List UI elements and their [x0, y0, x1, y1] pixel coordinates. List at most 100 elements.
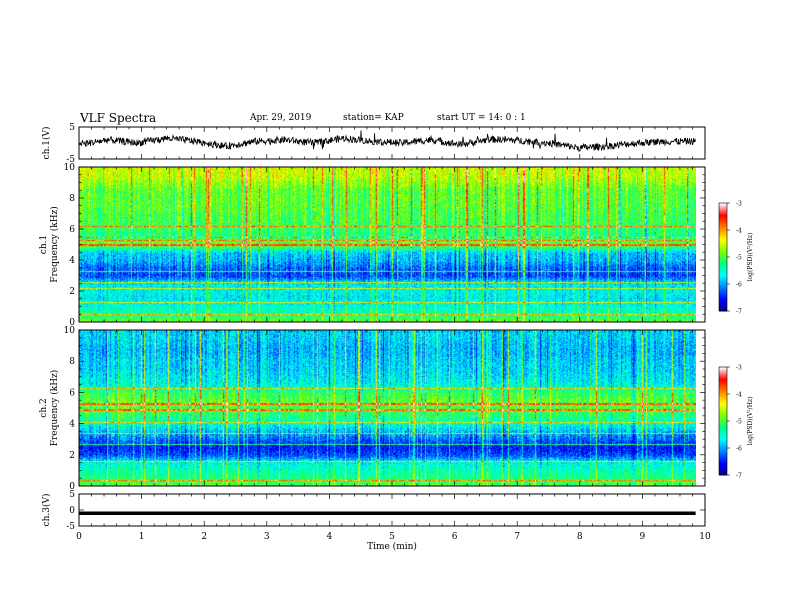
ch1-spec-tick-label: 4 [69, 256, 75, 266]
colorbar-segment [719, 300, 727, 303]
ch1-spec-freq-label: Frequency (kHz) [49, 206, 60, 283]
colorbar-segment [719, 284, 727, 287]
colorbar-segment [719, 278, 727, 281]
colorbar-segment [719, 449, 727, 453]
colorbar-tick-label: -5 [736, 255, 742, 262]
x-tick-label: 0 [76, 532, 82, 542]
colorbar-segment [719, 294, 727, 298]
colorbar-segment [719, 296, 727, 299]
colorbar-segment [719, 404, 727, 408]
colorbar-segment [719, 395, 727, 399]
colorbar-segment [719, 217, 727, 220]
x-tick-label: 5 [389, 532, 395, 542]
colorbar-segment [719, 248, 727, 251]
colorbar-segment [719, 291, 727, 294]
colorbar-segment [719, 377, 727, 381]
colorbar-segment [719, 399, 727, 402]
colorbar-segment [719, 374, 727, 377]
ch2-spec-ylabel: ch.2 [39, 398, 49, 417]
colorbar-segment [719, 251, 727, 254]
colorbar-segment [719, 383, 727, 386]
ch1-spec-tick-label: 2 [69, 287, 75, 297]
ch2-spec-tick-label: 2 [69, 451, 75, 461]
x-tick-label: 7 [514, 532, 520, 542]
colorbar-tick-label: -3 [736, 365, 742, 372]
spectrogram-ch1 [79, 167, 696, 322]
colorbar-segment [719, 212, 727, 215]
colorbar-segment [719, 275, 727, 278]
colorbar-segment [719, 221, 727, 224]
x-tick-label: 9 [640, 532, 646, 542]
colorbar-segment [719, 464, 727, 467]
colorbar-segment [719, 231, 727, 235]
ch1-spec-ylabel: ch.1 [39, 235, 49, 254]
colorbar-segment [719, 367, 727, 370]
ch3-tick-label: -5 [66, 522, 75, 532]
x-tick-label: 1 [139, 532, 145, 542]
ch3-ylabel: ch.3(V) [41, 494, 52, 527]
ch3-tick-label: 5 [69, 490, 75, 500]
colorbar-segment [719, 242, 727, 245]
colorbar-segment [719, 415, 727, 418]
colorbar-segment [719, 255, 727, 258]
colorbar-segment [719, 428, 727, 431]
colorbar-segment [719, 381, 727, 384]
colorbar-segment [719, 466, 727, 469]
station-label: station= KAP [343, 113, 404, 123]
colorbar-segment [719, 269, 727, 272]
colorbar-label: log(PSD)(V²/Hz) [747, 397, 754, 446]
colorbar-segment [719, 303, 727, 307]
colorbar-segment [719, 413, 727, 417]
spectrogram-ch2 [79, 330, 696, 486]
ch2-spec-tick-label: 0 [69, 482, 75, 492]
colorbar-segment [719, 204, 727, 208]
colorbar-segment [719, 249, 727, 253]
chart-title: VLF Spectra [80, 111, 157, 125]
colorbar-segment [719, 392, 727, 395]
colorbar-segment [719, 446, 727, 449]
colorbar-tick-label: -4 [736, 392, 742, 399]
colorbar-segment [719, 431, 727, 435]
colorbar-segment [719, 206, 727, 209]
colorbar-segment [719, 455, 727, 458]
colorbar-segment [719, 213, 727, 217]
colorbar-segment [719, 379, 727, 382]
colorbar-segment [719, 271, 727, 274]
colorbar-segment [719, 246, 727, 249]
colorbar-segment [719, 285, 727, 289]
x-tick-label: 6 [452, 532, 458, 542]
colorbar-segment [719, 403, 727, 406]
ch2-spec-tick-label: 8 [69, 357, 75, 367]
colorbar-segment [719, 266, 727, 269]
colorbar-segment [719, 370, 727, 373]
colorbar-segment [719, 276, 727, 280]
colorbar-segment [719, 440, 727, 444]
ch2-spec-freq-label: Frequency (kHz) [49, 370, 60, 447]
ch1-spec-tick-label: 10 [64, 163, 76, 173]
colorbar-segment [719, 451, 727, 454]
colorbar-segment [719, 457, 727, 460]
colorbar-segment [719, 462, 727, 465]
colorbar-segment [719, 408, 727, 411]
colorbar-segment [719, 433, 727, 436]
ch1-waveform-line [78, 130, 696, 153]
colorbar-segment [719, 422, 727, 426]
colorbar-segment [719, 458, 727, 462]
colorbar-segment [719, 262, 727, 265]
colorbar-segment [719, 394, 727, 397]
ch2-spec-tick-label: 10 [64, 326, 76, 336]
colorbar-segment [719, 386, 727, 390]
colorbar-segment [719, 309, 727, 312]
colorbar-segment [719, 442, 727, 445]
ch2-spec-tick-label: 4 [69, 420, 75, 430]
colorbar-tick-label: -4 [736, 228, 742, 235]
colorbar-tick-label: -7 [736, 473, 742, 480]
date-label: Apr. 29, 2019 [250, 113, 312, 123]
colorbar-segment [719, 287, 727, 290]
colorbar-segment [719, 244, 727, 247]
colorbar-segment [719, 224, 727, 227]
ch1-spec-tick-label: 0 [69, 318, 75, 328]
colorbar-segment [719, 421, 727, 424]
colorbar-segment [719, 372, 727, 375]
